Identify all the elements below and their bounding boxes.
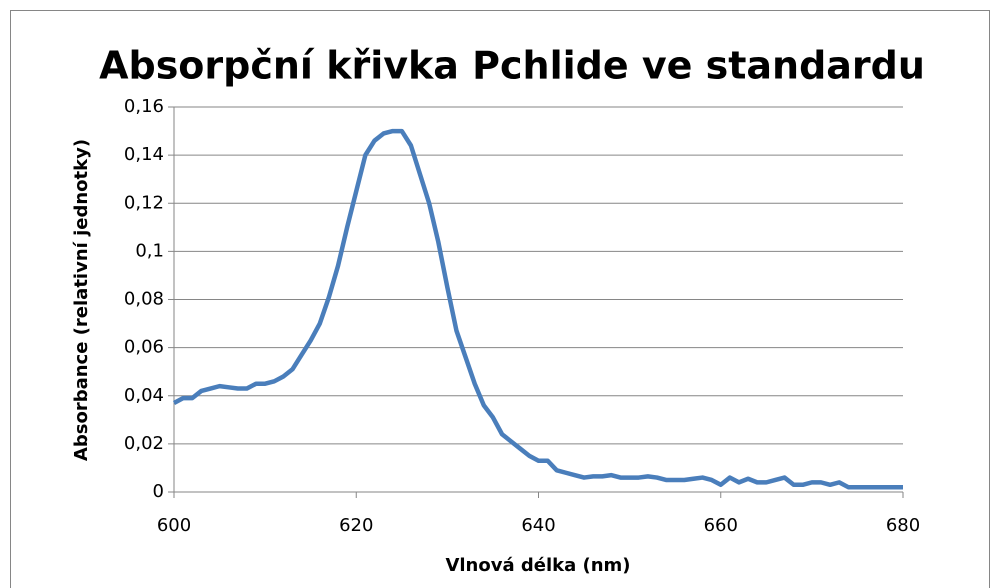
- data-line: [172, 128, 903, 490]
- x-tick-label: 600: [157, 515, 191, 536]
- x-tick-label: 620: [339, 515, 373, 536]
- y-tick-label: 0,06: [124, 337, 164, 358]
- x-tick-label: 680: [886, 515, 920, 536]
- y-tick-label: 0: [153, 481, 164, 502]
- chart-title: Absorpční křivka Pchlide ve standardu: [99, 44, 925, 88]
- y-tick-label: 0,02: [124, 433, 164, 454]
- y-axis-label: Absorbance (relativní jednotky): [71, 139, 92, 461]
- x-tick-label: 640: [521, 515, 555, 536]
- y-tick-label: 0,16: [124, 96, 164, 117]
- y-tick-label: 0,1: [135, 240, 164, 261]
- x-tick-label: 660: [704, 515, 738, 536]
- y-tick-label: 0,08: [124, 289, 164, 310]
- y-tick-label: 0,12: [124, 192, 164, 213]
- y-tick-label: 0,14: [124, 144, 164, 165]
- x-axis-label: Vlnová délka (nm): [445, 555, 630, 576]
- y-tick-label: 0,04: [124, 385, 164, 406]
